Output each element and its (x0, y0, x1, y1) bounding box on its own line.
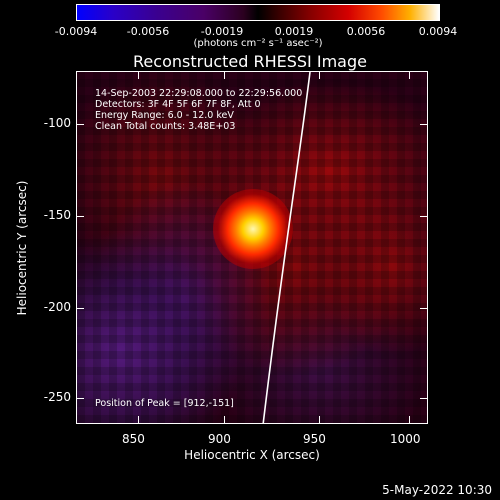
y-axis-tick (420, 398, 427, 399)
y-tick-label: -150 (43, 208, 71, 222)
x-tick-label: 950 (303, 432, 326, 446)
x-axis-tick (409, 72, 410, 79)
y-axis-tick (77, 308, 84, 309)
x-axis-tick (138, 416, 139, 423)
x-axis-tick (224, 72, 225, 79)
y-axis-tick (77, 216, 84, 217)
x-axis-label: Heliocentric X (arcsec) (184, 448, 320, 462)
x-axis-tick (319, 72, 320, 79)
colorbar-tick-label: -0.0056 (126, 25, 170, 38)
solar-limb-line (262, 72, 311, 423)
x-axis-tick (319, 416, 320, 423)
colorbar-units-label: (photons cm⁻² s⁻¹ asec⁻²) (193, 38, 323, 49)
y-axis-tick (420, 124, 427, 125)
y-axis-tick (420, 308, 427, 309)
flare-peak-source (213, 189, 293, 269)
x-tick-label: 1000 (390, 432, 421, 446)
colorbar (76, 4, 440, 21)
y-axis-tick (77, 124, 84, 125)
energy-range-annotation: Energy Range: 6.0 - 12.0 keV (95, 110, 234, 121)
clean-counts-annotation: Clean Total counts: 3.48E+03 (95, 121, 236, 132)
x-axis-tick (409, 416, 410, 423)
detectors-annotation: Detectors: 3F 4F 5F 6F 7F 8F, Att 0 (95, 99, 261, 110)
y-axis-tick (77, 398, 84, 399)
y-axis-label: Heliocentric Y (arcsec) (15, 180, 29, 316)
peak-position-annotation: Position of Peak = [912,-151] (95, 398, 234, 409)
y-tick-label: -100 (43, 116, 71, 130)
x-tick-label: 900 (208, 432, 231, 446)
x-axis-tick (138, 72, 139, 79)
y-tick-label: -200 (43, 300, 71, 314)
plot-title: Reconstructed RHESSI Image (133, 52, 367, 71)
colorbar-tick-label: 0.0094 (418, 25, 458, 38)
x-axis-tick (224, 416, 225, 423)
y-axis-tick (420, 216, 427, 217)
colorbar-tick-label: 0.0019 (274, 25, 314, 38)
colorbar-tick-label: 0.0056 (346, 25, 386, 38)
colorbar-tick-label: -0.0094 (54, 25, 98, 38)
footer-timestamp: 5-May-2022 10:30 (382, 483, 492, 497)
image-plot-area: 14-Sep-2003 22:29:08.000 to 22:29:56.000… (76, 71, 428, 424)
time-range-annotation: 14-Sep-2003 22:29:08.000 to 22:29:56.000 (95, 88, 303, 99)
colorbar-tick-label: -0.0019 (200, 25, 244, 38)
y-tick-label: -250 (43, 390, 71, 404)
x-tick-label: 850 (122, 432, 145, 446)
